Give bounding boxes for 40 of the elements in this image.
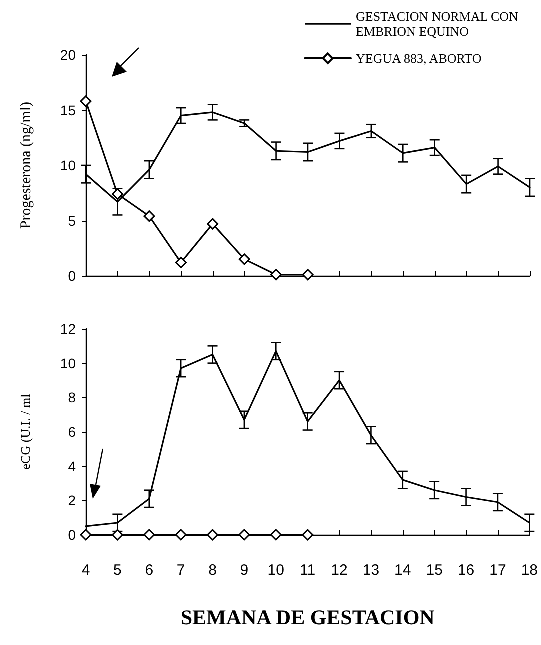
y-tick-label: 5	[68, 212, 76, 229]
x-tick-label: 6	[145, 562, 154, 579]
point	[302, 269, 314, 281]
x-axis-title: SEMANA DE GESTACION	[180, 606, 435, 630]
point	[175, 256, 187, 268]
x-tick-label: 15	[426, 562, 443, 579]
legend-label: GESTACION NORMAL CON EMBRION EQUINO	[356, 9, 522, 39]
y-axis-title: eCG (U.I. / ml	[18, 394, 33, 470]
y-tick-label: 4	[68, 458, 76, 474]
y-tick-label: 2	[68, 492, 76, 509]
y-tick-label: 10	[60, 158, 76, 174]
point	[80, 96, 92, 108]
x-tick-label: 18	[521, 562, 538, 579]
x-tick-label: 12	[331, 562, 348, 579]
y-axis-title: Progesterona (ng/ml)	[18, 102, 34, 230]
x-tick-label: 4	[82, 562, 90, 579]
y-tick-label: 20	[60, 47, 76, 63]
x-tick-label: 16	[458, 562, 475, 579]
x-tick-label: 8	[208, 562, 217, 579]
y-tick-label: 15	[60, 102, 76, 118]
point	[207, 218, 219, 230]
y-tick-label: 0	[68, 527, 76, 543]
x-tick-label: 17	[490, 562, 506, 579]
x-tick-label: 10	[268, 562, 284, 579]
x-tick-label: 7	[176, 562, 186, 579]
y-tick-label: 8	[68, 390, 76, 406]
y-tick-label: 0	[68, 268, 76, 284]
x-tick-label: 13	[362, 562, 380, 579]
point	[270, 269, 282, 281]
x-tick-label: 9	[240, 562, 249, 579]
y-tick-label: 6	[68, 424, 76, 440]
legend-label: YEGUA 883, ABORTO	[356, 51, 482, 66]
y-tick-label: 12	[60, 321, 76, 337]
x-tick-label: 14	[394, 562, 412, 579]
x-tick-label: 5	[114, 562, 122, 579]
point	[144, 210, 156, 222]
y-tick-label: 10	[60, 355, 76, 372]
point	[238, 254, 250, 266]
x-tick-label: 11	[300, 562, 316, 579]
point	[112, 188, 124, 200]
